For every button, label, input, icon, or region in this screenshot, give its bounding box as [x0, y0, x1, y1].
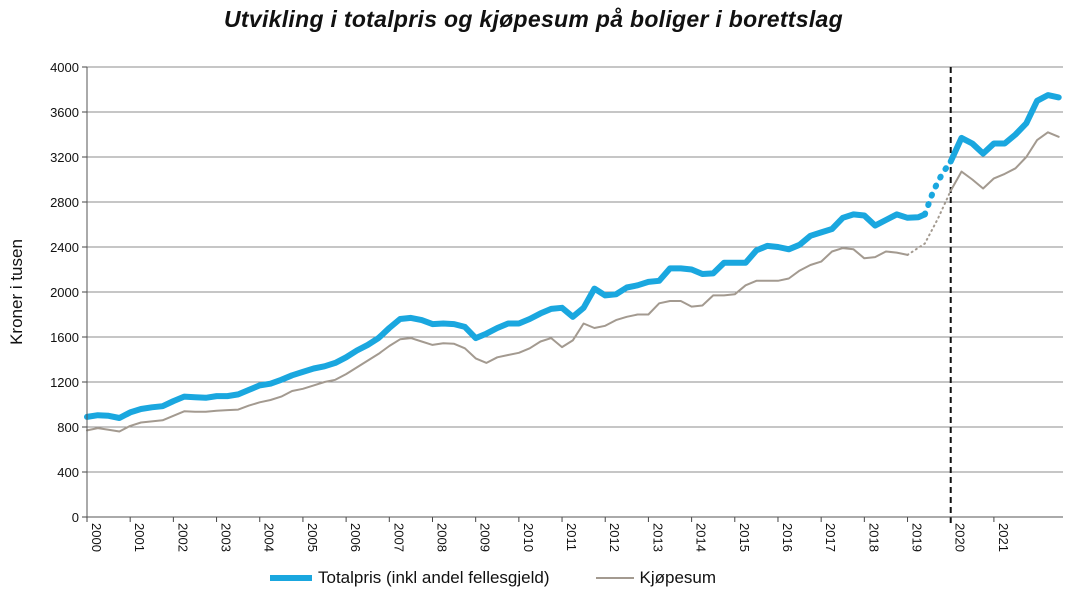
x-tick-label: 2001 [132, 523, 147, 552]
x-tick-label: 2011 [564, 523, 579, 551]
legend-item-totalpris: Totalpris (inkl andel fellesgjeld) [270, 568, 550, 588]
x-tick-label: 2000 [89, 523, 104, 552]
x-tick-label: 2019 [910, 523, 925, 552]
chart-title: Utvikling i totalpris og kjøpesum på bol… [223, 6, 843, 32]
x-tick-label: 2007 [391, 523, 406, 552]
legend-item-kjopesum: Kjøpesum [595, 568, 717, 588]
x-tick-label: 2012 [607, 523, 622, 552]
x-tick-label: 2018 [866, 523, 881, 552]
x-tick-label: 2008 [434, 523, 449, 552]
legend-swatch-totalpris [270, 575, 312, 581]
series-lines [84, 92, 1062, 433]
x-tick-label: 2002 [175, 523, 190, 552]
x-tick-label: 2010 [521, 523, 536, 552]
y-tick-label: 4000 [50, 60, 79, 75]
series-line-totalpris-dotted [921, 158, 954, 218]
y-tick-label: 3200 [50, 150, 79, 165]
x-tick-label: 2004 [262, 523, 277, 552]
legend-swatch-kjopesum [595, 577, 634, 579]
y-tick-label: 800 [57, 420, 79, 435]
x-tick-label: 2015 [737, 523, 752, 552]
series-line-kjopesum [949, 131, 1060, 192]
x-tick-label: 2021 [996, 523, 1011, 552]
x-tick-label: 2017 [823, 523, 838, 552]
grid-lines [87, 66, 1063, 473]
y-tick-label: 0 [72, 510, 79, 525]
x-tick-label: 2006 [348, 523, 363, 552]
legend-label-kjopesum: Kjøpesum [639, 568, 717, 587]
y-tick-label: 1200 [50, 375, 79, 390]
x-tick-label: 2016 [780, 523, 795, 552]
x-tick-label: 2014 [694, 523, 709, 552]
series-line-kjopesum-dotted [906, 189, 952, 256]
x-tick-label: 2003 [219, 523, 234, 552]
x-tick-label: 2020 [953, 523, 968, 552]
y-axis-label: Kroner i tusen [7, 239, 26, 345]
y-tick-label: 400 [57, 465, 79, 480]
x-tick-label: 2013 [650, 523, 665, 552]
y-tick-label: 1600 [50, 330, 79, 345]
series-line-totalpris [84, 211, 928, 421]
x-tick-label: 2009 [478, 523, 493, 552]
legend: Totalpris (inkl andel fellesgjeld) Kjøpe… [270, 568, 762, 588]
series-line-kjopesum [86, 247, 909, 433]
legend-label-totalpris: Totalpris (inkl andel fellesgjeld) [318, 568, 550, 587]
series-line-totalpris [947, 92, 1062, 165]
y-tick-label: 2000 [50, 285, 79, 300]
y-tick-label: 2800 [50, 195, 79, 210]
y-axis-ticks: 0 400 800 1200 1600 2000 2400 2800 3200 3600 4000 [50, 60, 87, 525]
y-tick-label: 3600 [50, 105, 79, 120]
x-tick-label: 2005 [305, 523, 320, 552]
y-tick-label: 2400 [50, 240, 79, 255]
x-axis-ticks: 2000 2001 2002 2003 2004 2005 2006 2007 2008 2009… [86, 517, 1011, 552]
